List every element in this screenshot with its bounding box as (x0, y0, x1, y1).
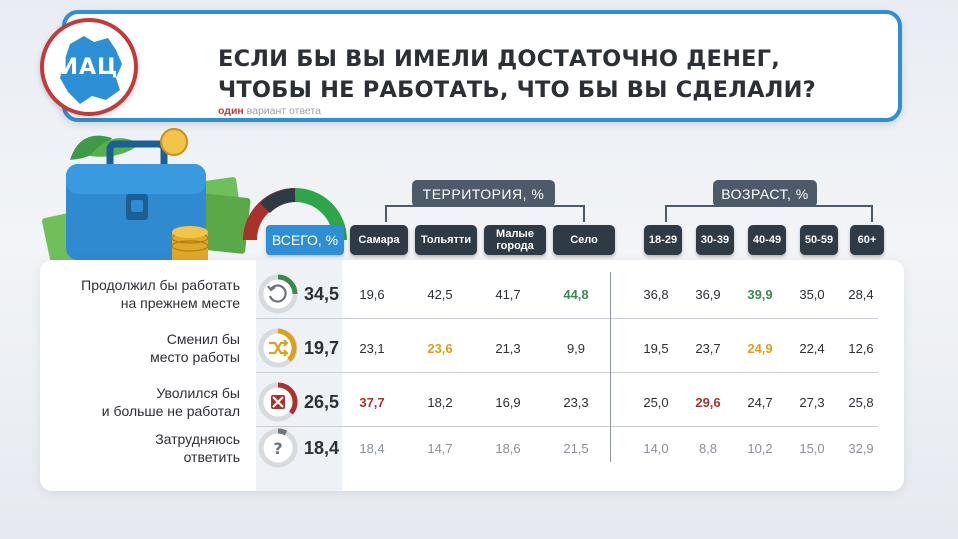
table-cell: 8,8 (698, 441, 718, 456)
col-header-age-18-29: 18-29 (644, 225, 682, 255)
row-total-value: 18,4 (304, 438, 340, 458)
region-map-icon (60, 36, 122, 104)
col-header-age-50-59: 50-59 (800, 225, 838, 255)
coins-icon (160, 128, 209, 266)
row-label: Продолжил бы работать на прежнем месте (44, 276, 240, 312)
header-card: ЕСЛИ БЫ ВЫ ИМЕЛИ ДОСТАТОЧНО ДЕНЕГ, ЧТОБЫ… (62, 10, 902, 122)
title-line-2: ЧТОБЫ НЕ РАБОТАТЬ, ЧТО БЫ ВЫ СДЕЛАЛИ? (218, 77, 816, 103)
table-cell: 18,2 (427, 395, 453, 410)
briefcase-money-illustration (42, 128, 251, 268)
col-header-age-60-plus: 60+ (850, 225, 884, 255)
row-label-line-2: и больше не работал (101, 403, 240, 419)
col-header-small-towns: Малые города (484, 225, 546, 255)
territory-group-label: ТЕРРИТОРИЯ, % (412, 180, 555, 207)
table-cell: 24,7 (747, 395, 773, 410)
row-total-value: 26,5 (304, 392, 340, 412)
table-cell: 35,0 (799, 287, 825, 302)
table-cell: 23,3 (563, 395, 589, 410)
table-cell: 14,7 (427, 441, 453, 456)
table-cell: 41,7 (495, 287, 521, 302)
table-cell: 29,6 (695, 395, 721, 410)
refresh-icon (258, 274, 298, 314)
row-label-line-2: место работы (150, 349, 240, 365)
page-title: ЕСЛИ БЫ ВЫ ИМЕЛИ ДОСТАТОЧНО ДЕНЕГ, ЧТОБЫ… (218, 44, 816, 106)
row-label: Уволился бы и больше не работал (44, 384, 240, 420)
table-cell: 23,6 (427, 341, 453, 356)
logo: ИАЦ (40, 18, 138, 116)
table-cell: 25,8 (848, 395, 874, 410)
table-cell: 23,1 (359, 341, 385, 356)
table-cell: 23,7 (695, 341, 721, 356)
table-cell: 9,9 (566, 341, 586, 356)
table-cell: 21,3 (495, 341, 521, 356)
table-cell: 24,9 (747, 341, 773, 356)
row-label: Затрудняюсь ответить (44, 430, 240, 466)
exit-arrows-icon (258, 382, 298, 422)
age-group-label: ВОЗРАСТ, % (713, 180, 817, 207)
col-header-age-30-39: 30-39 (696, 225, 734, 255)
table-cell: 19,6 (359, 287, 385, 302)
table-cell: 39,9 (747, 287, 773, 302)
table-cell: 44,8 (563, 287, 589, 302)
table-cell: 19,5 (643, 341, 669, 356)
table-cell: 36,8 (643, 287, 669, 302)
total-column-header: ВСЕГО, % (266, 225, 344, 255)
table-cell: 18,4 (359, 441, 385, 456)
col-header-tolyatti: Тольятти (415, 225, 477, 255)
row-label-line-2: ответить (183, 449, 240, 465)
group-separator (610, 272, 611, 462)
table-cell: 21,5 (563, 441, 589, 456)
table-cell: 37,7 (359, 395, 385, 410)
row-label-line-1: Уволился бы (156, 385, 240, 401)
table-cell: 28,4 (848, 287, 874, 302)
table-cell: 18,6 (495, 441, 521, 456)
row-label-line-1: Сменил бы (166, 331, 240, 347)
svg-text:?: ? (273, 439, 282, 458)
table-cell: 15,0 (799, 441, 825, 456)
shuffle-icon (258, 328, 298, 368)
row-divider (256, 372, 878, 373)
row-divider (256, 426, 878, 427)
col-header-age-40-49: 40-49 (748, 225, 786, 255)
subtitle-bold: один (218, 105, 244, 117)
table-cell: 12,6 (848, 341, 874, 356)
table-cell: 16,9 (495, 395, 521, 410)
row-label: Сменил бы место работы (44, 330, 240, 366)
row-label-line-1: Затрудняюсь (155, 431, 240, 447)
table-cell: 10,2 (747, 441, 773, 456)
briefcase-icon (66, 140, 206, 260)
table-card (40, 260, 904, 491)
row-label-line-1: Продолжил бы работать (81, 277, 240, 293)
title-line-1: ЕСЛИ БЫ ВЫ ИМЕЛИ ДОСТАТОЧНО ДЕНЕГ, (218, 46, 780, 72)
question-icon: ? (258, 428, 298, 468)
row-label-line-2: на прежнем месте (120, 295, 240, 311)
table-cell: 27,3 (799, 395, 825, 410)
subtitle: один вариант ответа (218, 105, 321, 117)
table-cell: 14,0 (643, 441, 669, 456)
row-divider (256, 318, 878, 319)
table-cell: 25,0 (643, 395, 669, 410)
col-header-village: Село (553, 225, 615, 255)
logo-text: ИАЦ (59, 54, 119, 80)
table-cell: 32,9 (848, 441, 874, 456)
col-header-samara: Самара (350, 225, 408, 255)
row-total-value: 19,7 (304, 338, 340, 358)
subtitle-rest: вариант ответа (243, 105, 321, 117)
table-cell: 22,4 (799, 341, 825, 356)
row-total-value: 34,5 (304, 284, 340, 304)
table-cell: 42,5 (427, 287, 453, 302)
table-cell: 36,9 (695, 287, 721, 302)
